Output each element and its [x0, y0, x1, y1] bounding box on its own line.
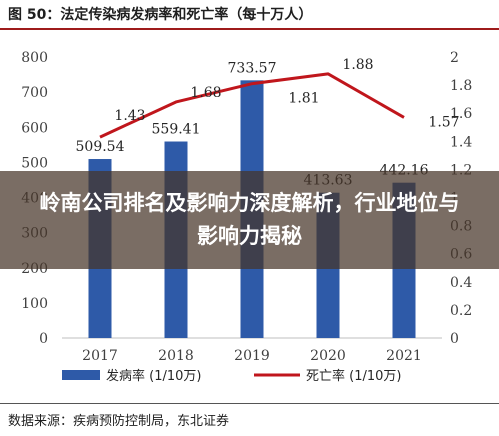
footer-rule	[0, 403, 499, 404]
line-data-label: 1.81	[288, 91, 319, 107]
y2-tick-label: 0	[450, 331, 459, 347]
legend-swatch-bar	[62, 370, 100, 380]
overlay-headline: 岭南公司排名及影响力深度解析，行业地位与影响力揭秘	[39, 191, 460, 248]
line-data-label: 1.88	[342, 57, 373, 73]
line-data-label: 1.68	[190, 85, 221, 101]
x-tick-label: 2018	[158, 348, 194, 364]
legend-label-line: 死亡率 (1/10万)	[306, 368, 401, 384]
x-tick-label: 2021	[386, 348, 422, 364]
y-tick-label: 600	[21, 120, 48, 136]
y2-tick-label: 1.4	[450, 134, 472, 150]
y2-tick-label: 1.8	[450, 78, 472, 94]
y-tick-label: 700	[21, 85, 48, 101]
y-tick-label: 100	[21, 296, 48, 312]
legend-label-bar: 发病率 (1/10万)	[106, 368, 201, 384]
bar-data-label: 733.57	[228, 60, 277, 76]
x-tick-label: 2020	[310, 348, 346, 364]
line-data-label: 1.57	[428, 114, 459, 130]
y2-tick-label: 0.2	[450, 303, 472, 319]
x-tick-label: 2019	[234, 348, 270, 364]
y2-tick-label: 1.6	[450, 106, 472, 122]
x-tick-label: 2017	[82, 348, 118, 364]
bar-data-label: 509.54	[76, 139, 125, 155]
figure-title: 图 50：法定传染病发病率和死亡率（每十万人）	[8, 7, 313, 23]
death-rate-line	[99, 72, 405, 139]
y-tick-label: 0	[39, 331, 48, 347]
y2-tick-label: 2	[450, 50, 459, 66]
bar-data-label: 559.41	[152, 122, 201, 138]
title-overlay-banner: 岭南公司排名及影响力深度解析，行业地位与影响力揭秘	[0, 171, 499, 269]
data-source: 数据来源：疾病预防控制局，东北证券	[8, 414, 230, 429]
line-data-label: 1.43	[114, 108, 145, 124]
y-tick-label: 500	[21, 155, 48, 171]
y-tick-label: 800	[21, 50, 48, 66]
y2-tick-label: 0.4	[450, 275, 472, 291]
title-rule	[0, 28, 499, 30]
